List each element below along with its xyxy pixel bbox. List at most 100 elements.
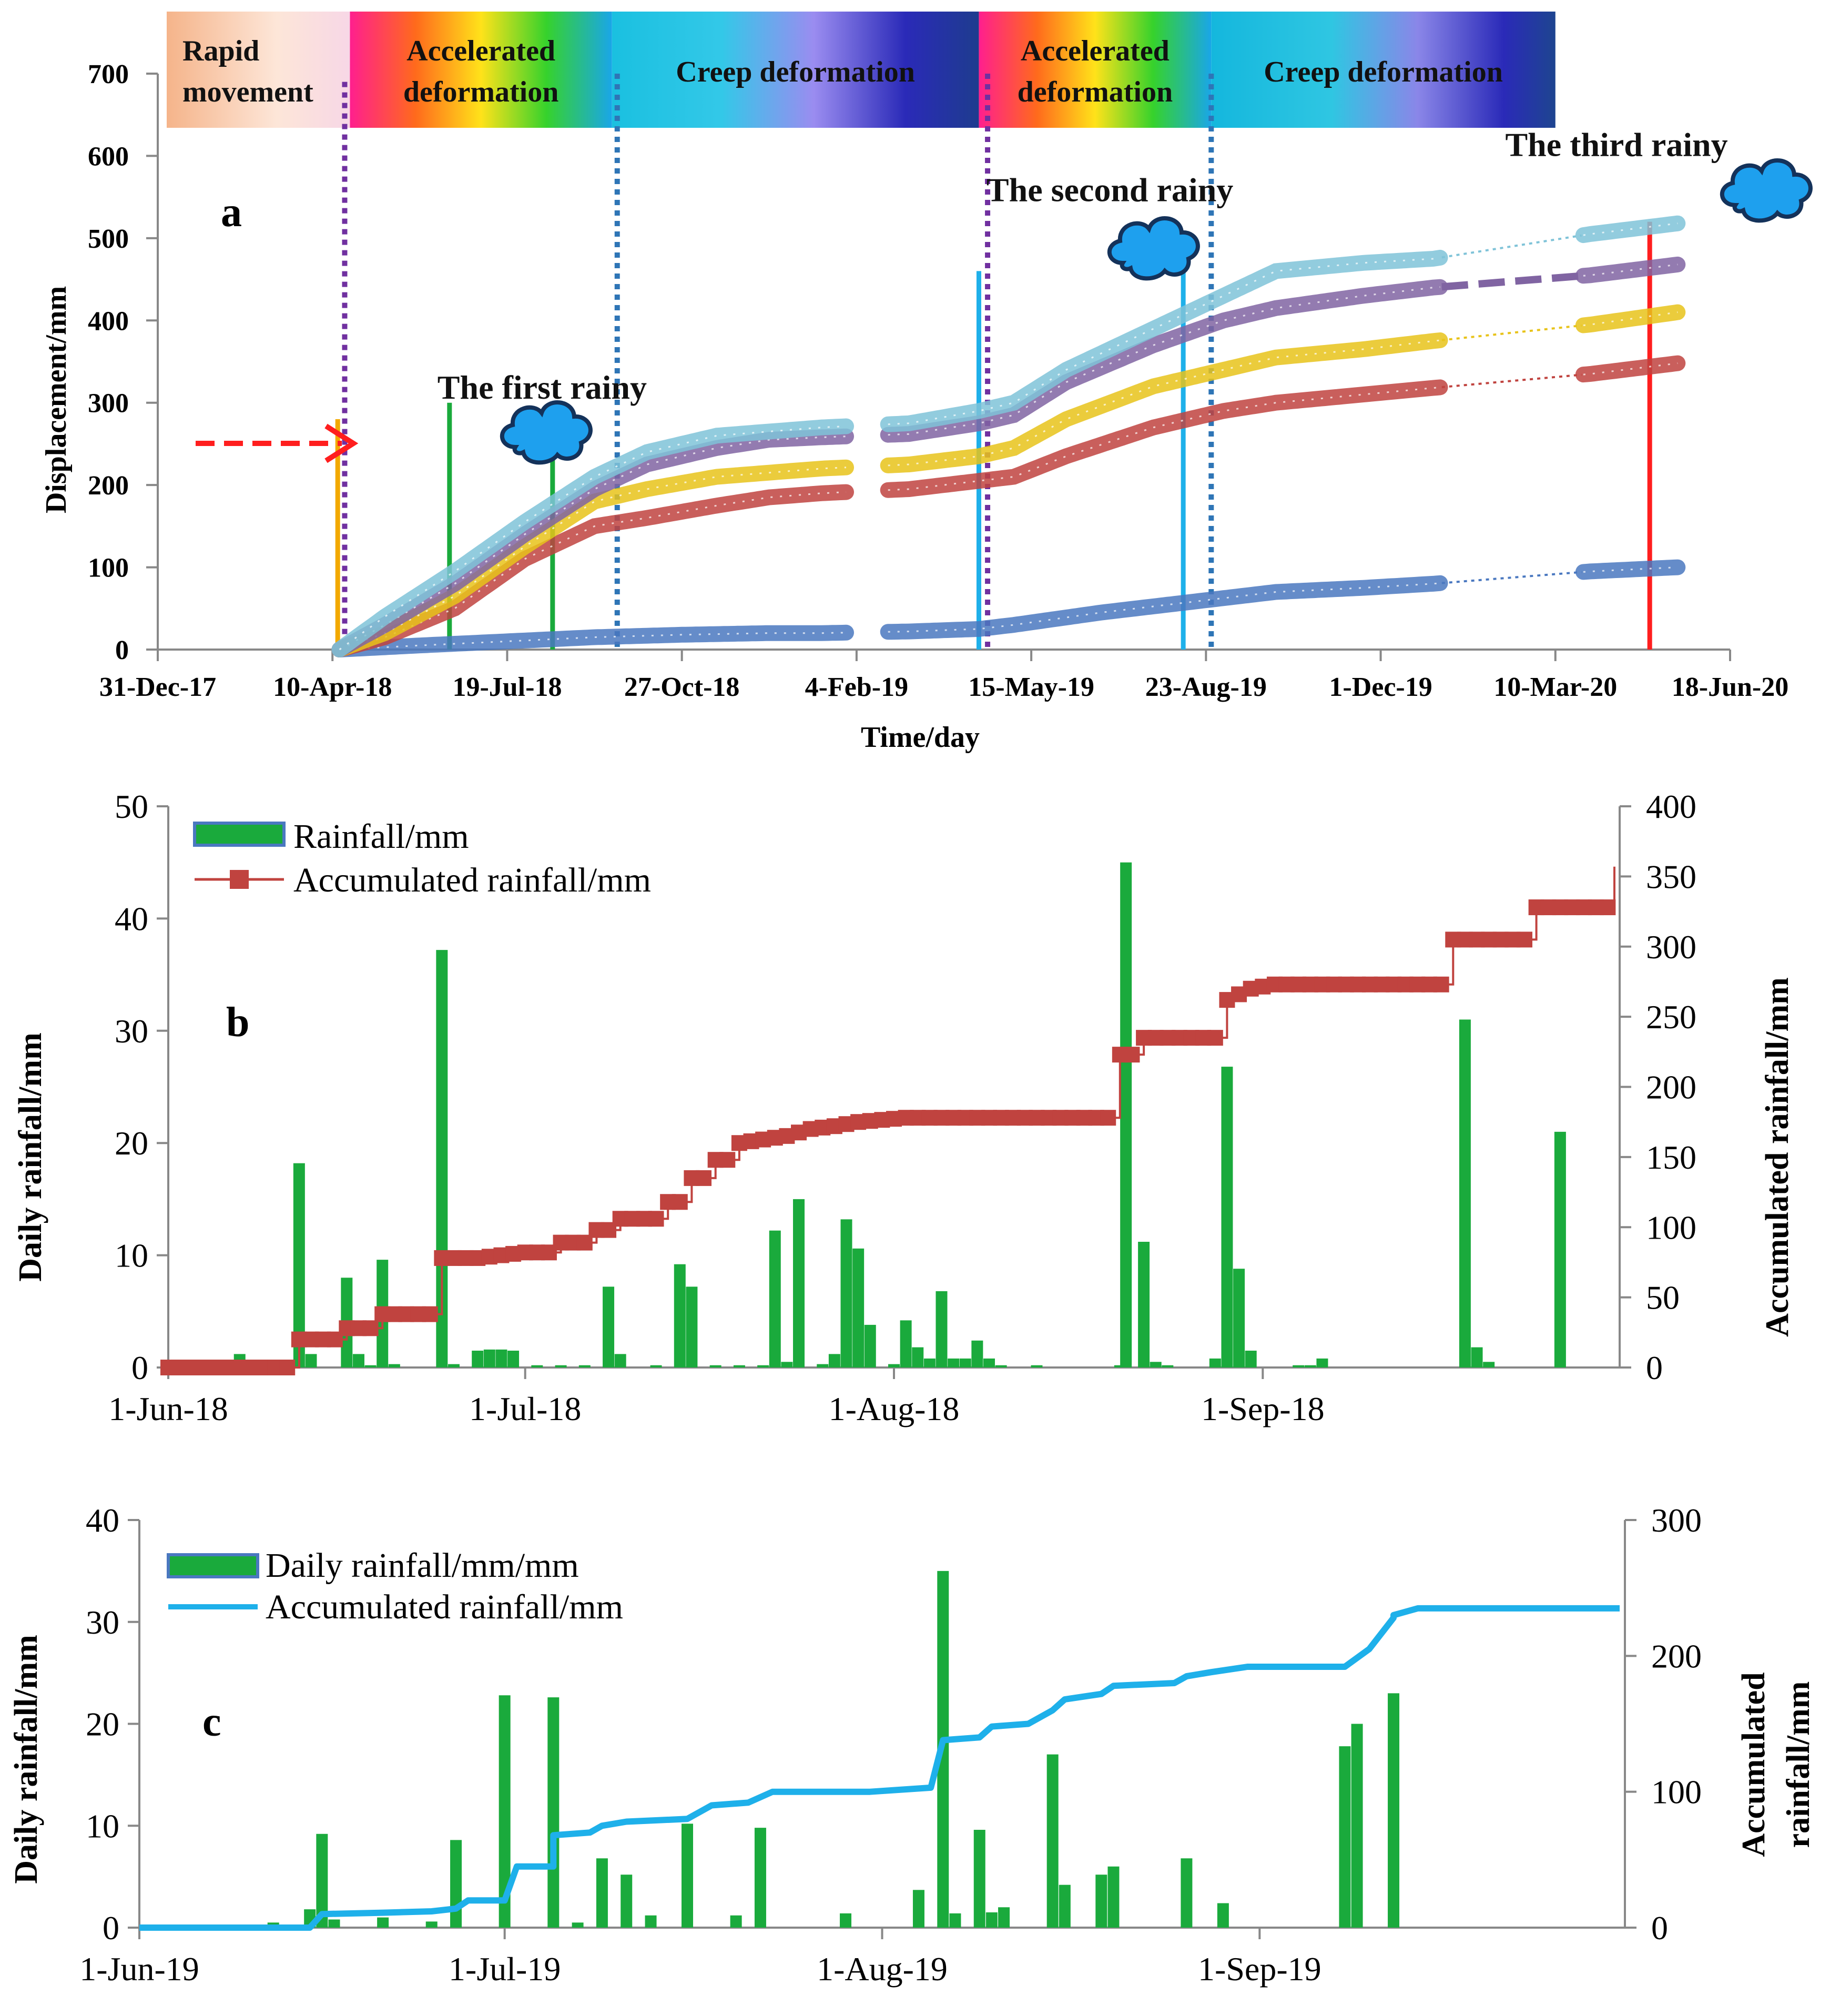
displacement-gap-connector	[1441, 272, 1582, 291]
accumulated-rainfall-marker	[1600, 899, 1616, 916]
daily-rainfall-bar	[1031, 1365, 1043, 1367]
daily-rainfall-bar	[864, 1324, 876, 1367]
displacement-gap-connector	[1441, 373, 1582, 389]
x-tick-label: 19-Jul-18	[452, 672, 562, 702]
y2-tick-label: 300	[1651, 1502, 1702, 1539]
displacement-gap-connector	[1441, 234, 1582, 259]
accumulated-rainfall-marker	[696, 1170, 712, 1186]
stage-bands: Rapid movement Accelerated deformation Creep…	[167, 12, 1556, 128]
y-tick-label: 600	[88, 141, 129, 171]
daily-rainfall-bar	[531, 1365, 543, 1367]
y2-tick-label: 100	[1651, 1774, 1702, 1811]
daily-rainfall-bar	[709, 1365, 721, 1367]
daily-rainfall-bar	[1150, 1362, 1162, 1367]
x-tick-label: 18-Jun-20	[1672, 672, 1788, 702]
displacement-gap-connector	[1441, 324, 1582, 341]
legend-daily-rainfall: Daily rainfall/mm/mm	[266, 1546, 579, 1585]
y2-tick-label: 0	[1651, 1909, 1668, 1947]
daily-rainfall-bar	[1316, 1358, 1328, 1367]
arrow-icon	[196, 423, 359, 463]
accumulated-rainfall-marker	[1207, 1030, 1223, 1046]
daily-rainfall-bar	[555, 1365, 567, 1367]
cloud-icon	[502, 402, 591, 462]
displacement-series-band	[331, 428, 854, 657]
daily-rainfall-bar	[959, 1358, 971, 1367]
displacement-series-texture	[339, 467, 847, 651]
displacement-series-texture	[1583, 264, 1678, 277]
daily-rainfall-bar	[840, 1913, 852, 1928]
daily-rainfall-bar	[507, 1350, 520, 1367]
stage-band-label: Creep deformation	[1264, 56, 1503, 88]
x-tick-label: 27-Oct-18	[624, 672, 739, 702]
daily-rainfall-bar	[621, 1875, 633, 1928]
daily-rainfall-bar	[603, 1286, 615, 1367]
daily-rainfall-bar	[1138, 1241, 1150, 1367]
x-tick-label: 1-Jun-18	[108, 1390, 228, 1427]
daily-rainfall-bar	[499, 1695, 511, 1928]
panel-c-accumulated-line	[139, 1605, 1620, 1931]
displacement-series-texture	[339, 426, 847, 651]
panel-a-x-axis-label: Time/day	[861, 721, 980, 754]
daily-rainfall-bar	[682, 1823, 694, 1928]
displacement-series-texture	[1583, 311, 1678, 326]
y2-tick-label: 150	[1646, 1139, 1696, 1176]
daily-rainfall-bar	[1120, 862, 1132, 1367]
displacement-series	[331, 215, 1686, 657]
daily-rainfall-bar	[923, 1358, 936, 1367]
displacement-series-texture	[888, 257, 1440, 426]
displacement-series-band	[1575, 559, 1686, 580]
displacement-series-texture	[1583, 362, 1678, 376]
daily-rainfall-bar	[1114, 1365, 1126, 1367]
y-tick-label: 200	[88, 471, 129, 501]
daily-rainfall-bar	[1209, 1358, 1221, 1367]
daily-rainfall-bar	[483, 1349, 495, 1367]
accumulated-rainfall-marker	[1517, 931, 1533, 948]
panel-c-legend: Daily rainfall/mm/mm Accumulated rainfal…	[167, 1546, 623, 1626]
accumulated-rainfall-marker	[1100, 1110, 1116, 1126]
y2-tick-label: 0	[1646, 1349, 1663, 1386]
x-tick-label: 10-Mar-20	[1493, 672, 1617, 702]
daily-rainfall-bar	[1459, 1019, 1471, 1367]
panel-b-legend: Rainfall/mm Accumulated rainfall/mm	[193, 817, 651, 899]
daily-rainfall-bar	[949, 1913, 961, 1928]
daily-rainfall-bar	[1181, 1858, 1193, 1928]
x-tick-label: 10-Apr-18	[273, 672, 392, 702]
daily-rainfall-bar	[973, 1830, 985, 1928]
rainfall-marker-lines	[335, 74, 1652, 650]
panel-c-axes: 0 10 20 30 40 0 100 200 300 1-Jun-19 1-Jul-19 1-Aug…	[79, 1502, 1702, 1988]
rainy-season-annotation: The second rainy	[987, 171, 1233, 208]
x-tick-label: 1-Aug-19	[817, 1950, 948, 1988]
daily-rainfall-bar	[781, 1362, 793, 1367]
x-tick-label: 1-Jun-19	[79, 1950, 199, 1988]
y-tick-label: 30	[115, 1012, 148, 1050]
daily-rainfall-bar	[971, 1340, 983, 1367]
displacement-series-band	[880, 332, 1448, 473]
x-tick-label: 15-May-19	[968, 672, 1094, 702]
stage-band-label: Accelerated deformation	[1018, 35, 1173, 108]
daily-rainfall-bar	[793, 1199, 805, 1367]
y-tick-label: 0	[103, 1909, 119, 1947]
displacement-series-band	[880, 575, 1448, 640]
x-tick-label: 1-Dec-19	[1329, 672, 1432, 702]
y-tick-label: 20	[86, 1706, 119, 1743]
y-tick-label: 0	[131, 1349, 148, 1386]
y-tick-label: 40	[86, 1502, 119, 1539]
daily-rainfall-bar	[888, 1364, 900, 1367]
panel-a-label: a	[221, 189, 242, 236]
daily-rainfall-bar	[840, 1219, 852, 1367]
daily-rainfall-bar	[730, 1915, 742, 1928]
accumulated-rainfall-marker	[1124, 1047, 1140, 1063]
displacement-series-texture	[339, 491, 847, 651]
daily-rainfall-bar	[596, 1858, 608, 1928]
daily-rainfall-bar	[388, 1364, 400, 1367]
daily-rainfall-bar	[425, 1921, 438, 1928]
legend-bar-swatch	[167, 1553, 259, 1578]
daily-rainfall-bar	[998, 1907, 1010, 1928]
daily-rainfall-bar	[1471, 1347, 1483, 1367]
panel-c-y2-axis-label: Accumulated rainfall/mm	[1736, 1672, 1816, 1857]
daily-rainfall-bar	[817, 1364, 829, 1367]
stage-band-label: Rapid movement	[182, 35, 313, 108]
displacement-series-band	[331, 624, 854, 657]
legend-marker	[230, 870, 249, 889]
stage-band-label: Accelerated deformation	[403, 35, 559, 108]
